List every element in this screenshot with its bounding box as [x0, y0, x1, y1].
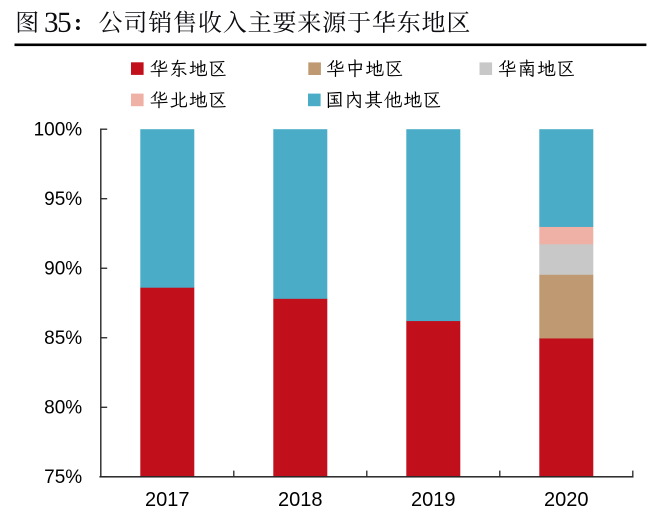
svg-text:85%: 85%: [44, 328, 82, 349]
svg-text:75%: 75%: [44, 467, 82, 488]
svg-text:80%: 80%: [44, 397, 82, 418]
svg-text:2018: 2018: [278, 489, 323, 511]
svg-text:95%: 95%: [44, 189, 82, 210]
svg-text:2019: 2019: [411, 489, 456, 511]
svg-text:2017: 2017: [145, 489, 190, 511]
svg-text:2020: 2020: [544, 489, 589, 511]
svg-text:100%: 100%: [34, 119, 83, 140]
svg-text:90%: 90%: [44, 258, 82, 279]
